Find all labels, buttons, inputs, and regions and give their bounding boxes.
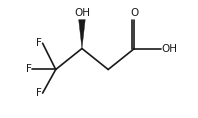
Text: OH: OH [74,8,90,18]
Polygon shape [79,20,85,48]
Text: F: F [36,38,42,48]
Text: O: O [130,8,139,18]
Text: F: F [26,65,31,74]
Text: F: F [36,88,42,98]
Text: OH: OH [161,44,177,53]
